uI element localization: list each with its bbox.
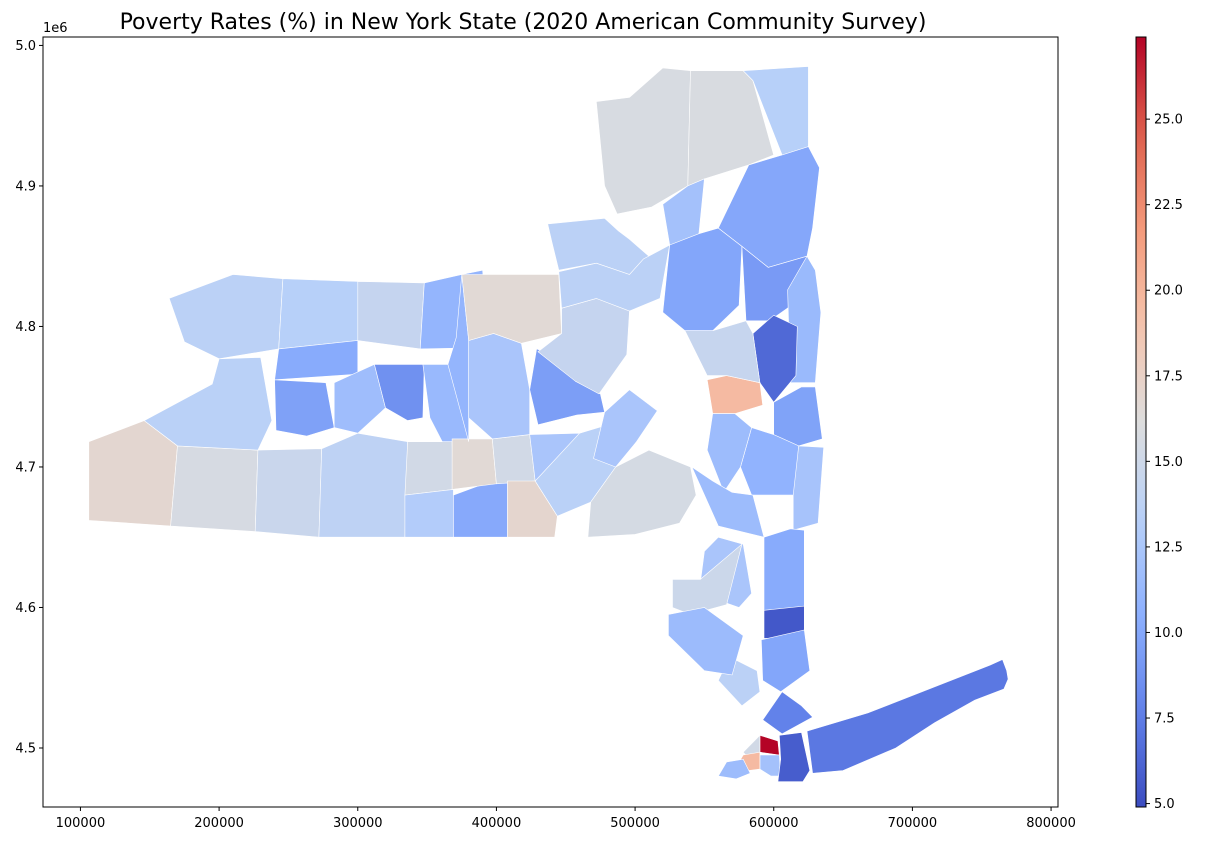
colorbar-tick-label: 12.5 [1154,540,1183,555]
county-region-42 [684,320,761,384]
county-region-6 [278,278,359,350]
colorbar-tick-label: 5.0 [1154,797,1175,812]
colorbar-tick-label: 22.5 [1154,198,1183,213]
colorbar-tick-label: 20.0 [1154,284,1183,299]
county-regions [88,66,1009,783]
colorbar: 5.0 7.5 10.0 12.5 15.0 17.5 20.0 22.5 25.0 [1135,36,1183,812]
county-region-46 [706,413,752,493]
colorbar-tick-label: 25.0 [1154,113,1183,128]
county-region-5 [168,274,284,360]
county-region-23 [468,333,531,440]
county-region-16 [404,489,454,538]
county-region-55 [762,691,814,735]
colorbar-ticks: 5.0 7.5 10.0 12.5 15.0 17.5 20.0 22.5 25.0 [1146,113,1183,812]
x-tick-label: 600000 [749,816,799,831]
county-region-2 [170,445,259,532]
county-region-56 [759,734,780,756]
county-region-53 [672,543,743,615]
county-region-43 [773,386,823,447]
county-region-32 [595,67,691,215]
county-region-37 [662,227,743,332]
y-tick-label: 4.6 [15,601,36,616]
county-region-62 [806,659,1009,774]
colorbar-tick-label: 15.0 [1154,455,1183,470]
y-axis: 4.5 4.6 4.7 4.8 4.9 5.0 [15,39,43,756]
x-tick-label: 700000 [888,816,938,831]
county-region-7 [357,281,425,350]
county-region-18 [451,438,497,490]
y-tick-label: 4.7 [15,460,36,475]
x-tick-label: 800000 [1026,816,1076,831]
county-region-10 [274,379,335,437]
county-region-58 [759,754,782,777]
county-region-45 [792,445,825,531]
county-region-4 [143,357,273,451]
y-tick-label: 4.8 [15,320,36,335]
county-region-47 [691,466,765,538]
colorbar-gradient [1136,37,1146,807]
y-tick-label: 5.0 [15,39,36,54]
x-tick-label: 300000 [333,816,383,831]
county-region-15 [404,441,454,496]
colorbar-tick-label: 10.0 [1154,626,1183,641]
x-tick-label: 400000 [472,816,522,831]
colorbar-tick-label: 17.5 [1154,369,1183,384]
county-region-11 [333,363,386,434]
county-region-1 [88,420,178,527]
colorbar-tick-label: 7.5 [1154,712,1175,727]
county-region-48 [763,528,805,615]
x-tick-label: 500000 [610,816,660,831]
y-axis-offset-label: 1e6 [43,21,68,36]
county-region-29 [587,449,697,538]
x-tick-label: 100000 [56,816,106,831]
chart-title: Poverty Rates (%) in New York State (202… [120,10,927,35]
county-region-3 [254,448,323,538]
y-tick-label: 4.5 [15,741,36,756]
plot-area-frame [42,36,1059,808]
county-region-12 [374,364,425,421]
county-region-14 [318,432,409,538]
county-region-54 [668,607,744,676]
county-region-24 [461,274,562,344]
county-region-50 [760,629,811,693]
county-region-61 [777,732,811,783]
county-region-60 [717,758,751,780]
colorbar-frame [1135,36,1147,808]
x-axis: 100000 200000 300000 400000 500000 600000 7000… [56,807,1076,831]
county-region-19 [491,434,536,485]
x-tick-label: 200000 [194,816,244,831]
y-tick-label: 4.9 [15,179,36,194]
county-region-31 [558,244,671,312]
